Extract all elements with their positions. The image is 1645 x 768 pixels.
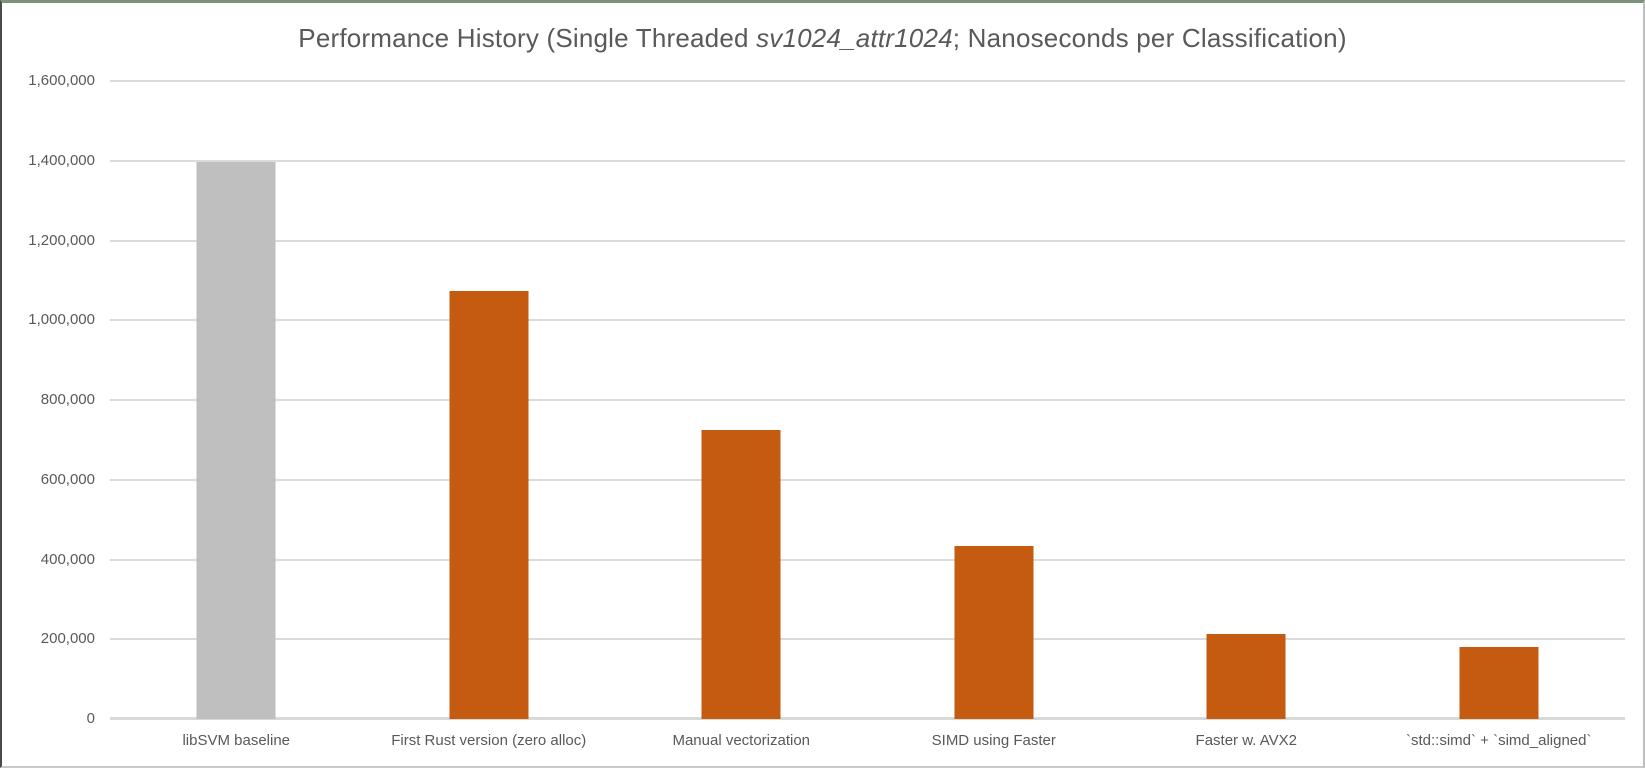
y-tick-label: 1,000,000 xyxy=(28,311,95,329)
plot-area xyxy=(110,80,1625,720)
gridline xyxy=(110,159,1625,162)
bar-cell xyxy=(363,81,616,719)
bar-cell xyxy=(1120,81,1373,719)
y-tick-label: 600,000 xyxy=(40,470,95,488)
y-tick-label: 200,000 xyxy=(40,630,95,648)
x-tick-label: Manual vectorization xyxy=(672,732,811,749)
y-tick-label: 1,600,000 xyxy=(28,72,95,89)
bar-cell xyxy=(868,81,1121,719)
y-tick-label: 400,000 xyxy=(40,550,95,568)
gridline xyxy=(110,80,1625,82)
bar-3 xyxy=(701,429,781,719)
gridline xyxy=(110,478,1625,481)
gridline xyxy=(110,239,1625,242)
chart-title-prefix: Performance History (Single Threaded xyxy=(298,23,757,53)
gridline xyxy=(110,558,1625,561)
y-axis: 0 200,000 400,000 600,000 800,000 1,000,000 1,… xyxy=(2,72,95,727)
bar-cell xyxy=(110,81,363,719)
gridline xyxy=(110,399,1625,401)
y-tick-label: 0 xyxy=(86,710,95,727)
y-tick-label: 1,400,000 xyxy=(28,151,95,169)
bar-cell xyxy=(615,81,868,719)
chart-title-suffix: ; Nanoseconds per Classification) xyxy=(952,23,1347,53)
bars-row xyxy=(110,81,1625,719)
bar-2 xyxy=(449,291,529,719)
chart-title: Performance History (Single Threaded sv1… xyxy=(2,23,1643,54)
bar-4 xyxy=(954,546,1034,719)
x-tick-label: First Rust version (zero alloc) xyxy=(391,732,587,749)
y-tick-label: 800,000 xyxy=(40,391,95,408)
gridline xyxy=(110,638,1625,641)
x-tick-label: libSVM baseline xyxy=(182,732,291,749)
bar-cell xyxy=(1373,81,1626,719)
x-axis-labels: libSVM baseline First Rust version (zero … xyxy=(110,731,1625,751)
x-tick-label: `std::simd` + `simd_aligned` xyxy=(1406,732,1592,749)
bar-1 xyxy=(196,161,276,719)
x-tick-label: SIMD using Faster xyxy=(931,732,1056,749)
gridline xyxy=(110,319,1625,322)
x-axis-line xyxy=(110,717,1625,720)
chart-title-dataset-name: sv1024_attr1024 xyxy=(756,23,953,53)
y-tick-label: 1,200,000 xyxy=(28,231,95,249)
x-tick-label: Faster w. AVX2 xyxy=(1195,732,1297,749)
bar-5 xyxy=(1206,633,1286,719)
bar-6 xyxy=(1459,647,1539,719)
